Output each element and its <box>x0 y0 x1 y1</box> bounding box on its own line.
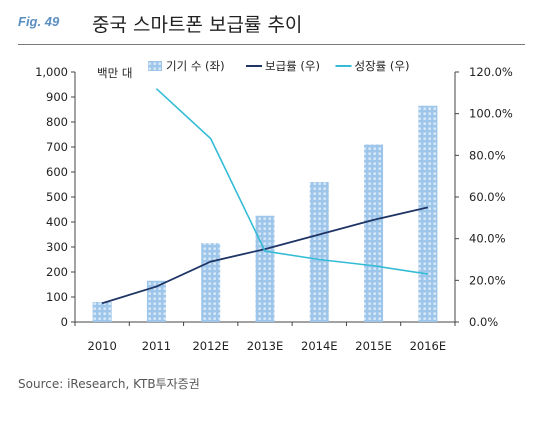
bar-2010 <box>92 302 112 322</box>
right-tick-label: 120.0% <box>469 65 513 79</box>
figure-title: 중국 스마트폰 보급률 추이 <box>92 14 303 36</box>
x-tick-label: 2011 <box>142 339 171 353</box>
left-axis-unit: 백만 대 <box>97 66 132 80</box>
x-tick-label: 2016E <box>410 339 447 353</box>
right-tick-label: 80.0% <box>469 148 506 162</box>
x-tick-label: 2015E <box>355 339 392 353</box>
bar-2013E <box>255 215 275 322</box>
left-tick-label: 100 <box>46 290 68 304</box>
left-tick-label: 400 <box>46 215 68 229</box>
x-tick-label: 2012E <box>192 339 229 353</box>
right-tick-label: 60.0% <box>469 190 506 204</box>
x-tick-label: 2014E <box>301 339 338 353</box>
legend-label: 보급률 (우) <box>265 59 320 73</box>
legend-label: 성장률 (우) <box>355 59 410 73</box>
chart-area: 0 100 200 300 400 500 600 700 800 900 1,000 0.0% 20.… <box>18 52 525 362</box>
right-tick-label: 40.0% <box>469 232 506 246</box>
source-note: Source: iResearch, KTB투자증권 <box>18 377 200 391</box>
left-tick-label: 0 <box>61 315 68 329</box>
line-series-1 <box>101 206 429 305</box>
right-tick-label: 0.0% <box>469 315 498 329</box>
line-series-2 <box>155 88 428 275</box>
bar-2011 <box>146 280 166 322</box>
bar-2016E <box>418 105 438 322</box>
left-tick-label: 900 <box>46 90 68 104</box>
x-tick-label: 2010 <box>88 339 117 353</box>
bar-2014E <box>309 182 329 322</box>
left-tick-label: 1,000 <box>35 65 68 79</box>
legend-label: 기기 수 (좌) <box>166 59 225 73</box>
right-tick-label: 100.0% <box>469 107 513 121</box>
left-tick-label: 800 <box>46 115 68 129</box>
bar-2015E <box>364 144 384 322</box>
left-tick-label: 700 <box>46 140 68 154</box>
left-tick-label: 600 <box>46 165 68 179</box>
left-tick-label: 300 <box>46 240 68 254</box>
right-tick-label: 20.0% <box>469 273 506 287</box>
x-tick-label: 2013E <box>247 339 284 353</box>
legend-swatch-bar <box>148 61 162 71</box>
left-tick-label: 200 <box>46 265 68 279</box>
figure-header: Fig. 49 중국 스마트폰 보급률 추이 <box>0 0 543 48</box>
left-tick-label: 500 <box>46 190 68 204</box>
header-divider <box>18 44 525 45</box>
bar-2012E <box>201 243 221 322</box>
chart-svg: 0 100 200 300 400 500 600 700 800 900 1,000 0.0% 20.… <box>35 59 513 353</box>
figure-number: Fig. 49 <box>18 14 60 29</box>
